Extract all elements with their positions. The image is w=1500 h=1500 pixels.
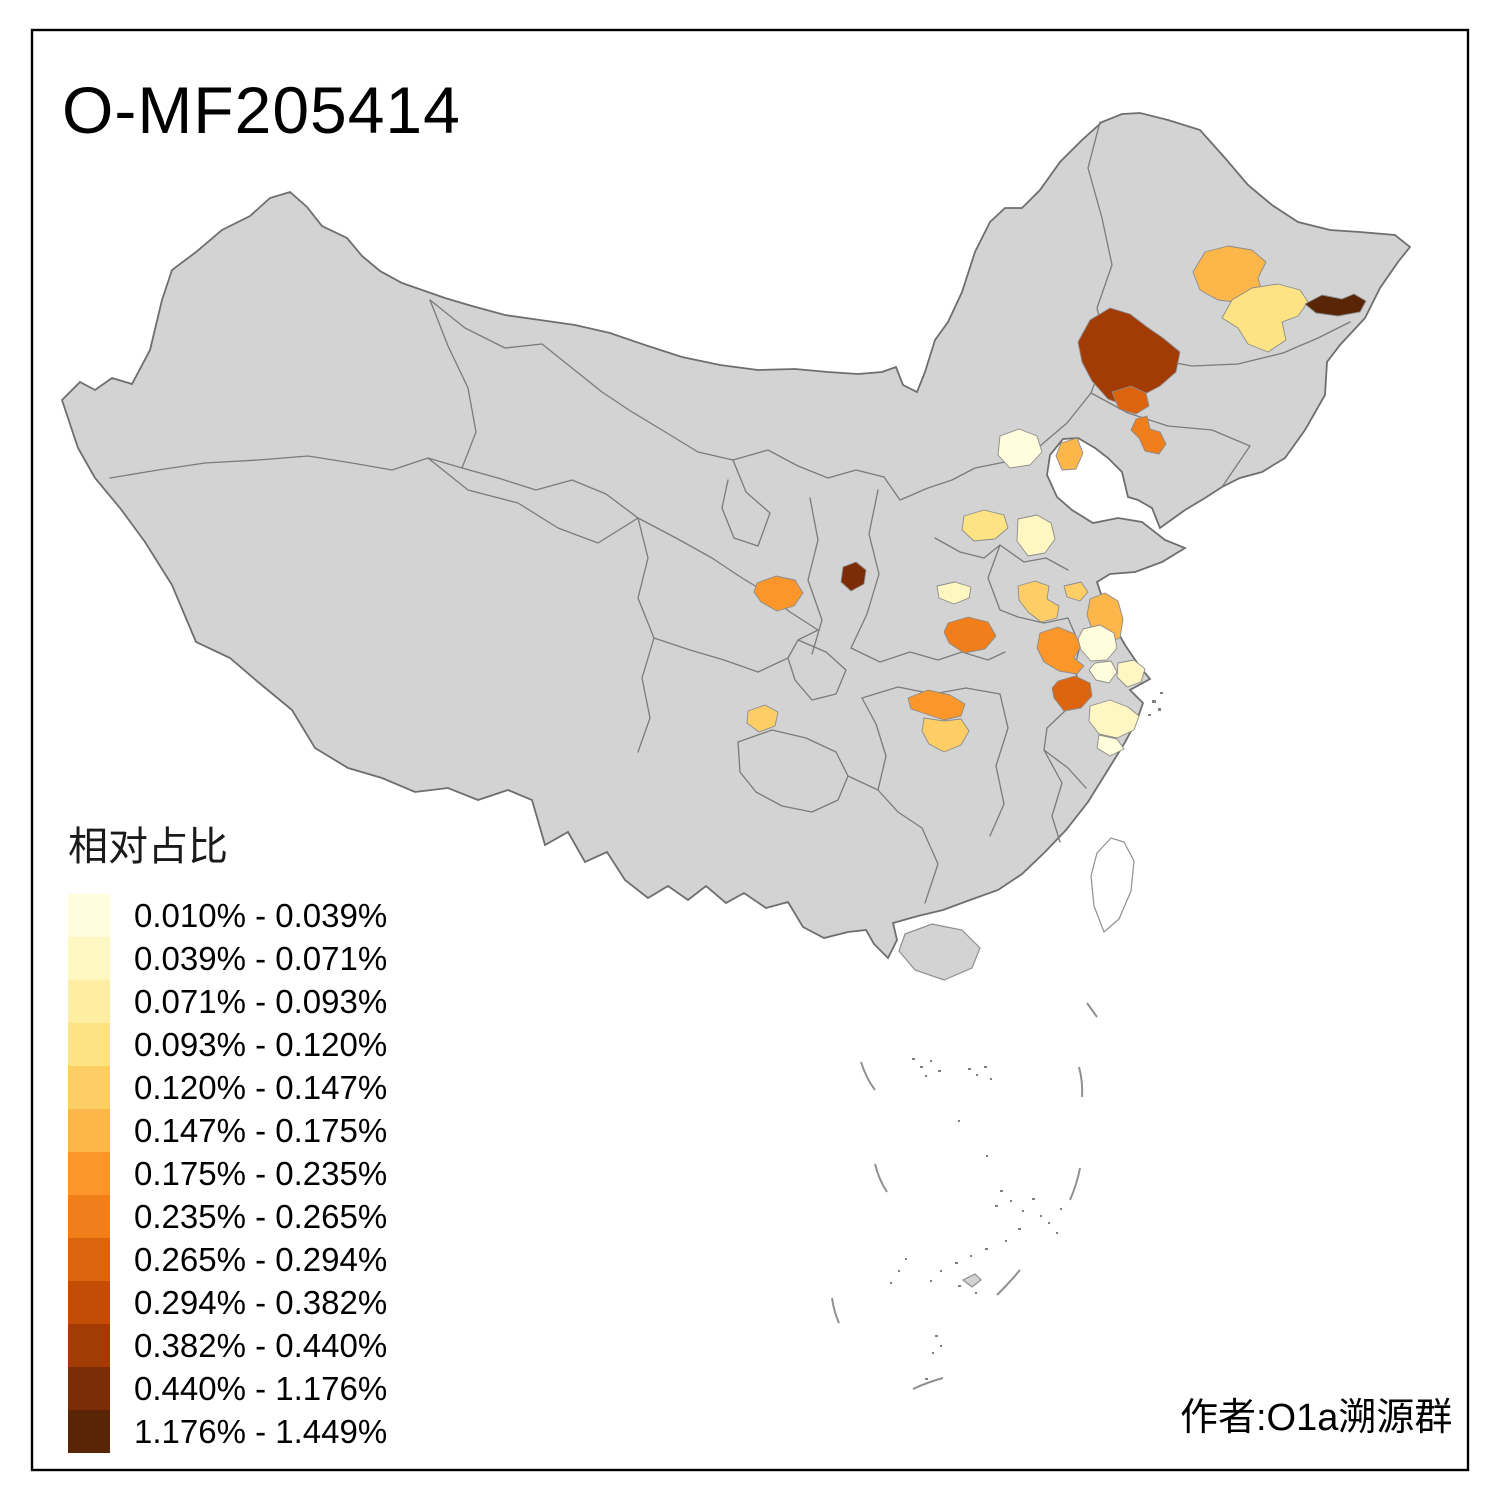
legend-item: 0.382% - 0.440% — [68, 1324, 387, 1367]
page-title: O-MF205414 — [62, 73, 461, 147]
legend-label: 1.176% - 1.449% — [134, 1412, 388, 1450]
legend-item: 0.120% - 0.147% — [68, 1066, 387, 1109]
legend-item: 1.176% - 1.449% — [68, 1410, 387, 1453]
legend-swatch — [68, 1367, 110, 1410]
region-jiangsu-central-pale — [1077, 624, 1118, 662]
legend: 相对占比 0.010% - 0.039% 0.039% - 0.071% 0.0… — [68, 814, 387, 1453]
region-shaanxi-central — [753, 575, 804, 612]
region-shanghai-north — [1116, 659, 1146, 688]
legend-label: 0.235% - 0.265% — [134, 1197, 388, 1235]
region-northeast-south — [1111, 385, 1150, 415]
legend-swatch — [68, 1023, 110, 1066]
legend-label: 0.147% - 0.175% — [134, 1111, 388, 1149]
legend-label: 0.294% - 0.382% — [134, 1283, 388, 1321]
mainland-outline — [60, 112, 1412, 960]
attribution-text: 作者:O1a溯源群 — [1180, 1397, 1453, 1439]
legend-item: 0.039% - 0.071% — [68, 937, 387, 980]
region-hunan-central — [921, 717, 970, 753]
legend-item: 0.265% - 0.294% — [68, 1238, 387, 1281]
south-sea-islets — [890, 1058, 1062, 1380]
region-shanxi-south-dark — [840, 561, 867, 592]
legend-swatch — [68, 1281, 110, 1324]
region-jiangsu-north-b — [1063, 581, 1089, 602]
legend-label: 0.010% - 0.039% — [134, 896, 388, 934]
plot-frame — [30, 28, 1470, 1472]
south-sea-dashes — [831, 1002, 1098, 1390]
islands — [898, 692, 1163, 1288]
legend-swatch — [68, 1195, 110, 1238]
legend-label: 0.093% - 0.120% — [134, 1025, 388, 1063]
legend-swatch — [68, 1324, 110, 1367]
legend-swatch — [68, 1066, 110, 1109]
choropleth-regions — [746, 245, 1367, 757]
legend-label: 0.039% - 0.071% — [134, 939, 388, 977]
region-anhui-southeast-dark — [1051, 675, 1093, 712]
legend-item: 0.175% - 0.235% — [68, 1152, 387, 1195]
south-sea-island — [961, 1273, 982, 1288]
legend-swatch — [68, 1109, 110, 1152]
region-beijing — [997, 428, 1043, 469]
region-anhui-east — [1036, 626, 1085, 675]
hainan-island — [898, 923, 981, 981]
region-liaoning-west — [1055, 437, 1084, 471]
region-jiangsu-north-a — [1017, 580, 1060, 623]
legend-label: 0.071% - 0.093% — [134, 982, 388, 1020]
legend-item: 0.235% - 0.265% — [68, 1195, 387, 1238]
legend-swatch — [68, 894, 110, 937]
region-northeast-qiqihar — [1192, 245, 1267, 304]
legend-label: 0.120% - 0.147% — [134, 1068, 388, 1106]
legend-item: 0.440% - 1.176% — [68, 1367, 387, 1410]
legend-item: 0.010% - 0.039% — [68, 894, 387, 937]
region-sichuan-chengdu — [746, 704, 779, 733]
region-henan-west — [936, 581, 972, 605]
region-zhejiang-north — [1088, 699, 1140, 739]
legend-item: 0.294% - 0.382% — [68, 1281, 387, 1324]
legend-item: 0.071% - 0.093% — [68, 980, 387, 1023]
legend-title: 相对占比 — [68, 825, 228, 869]
legend-label: 0.382% - 0.440% — [134, 1326, 388, 1364]
region-northeast-central-dark — [1077, 307, 1181, 407]
taiwan-island — [1090, 837, 1135, 934]
region-liaoning-east — [1130, 415, 1167, 455]
legend-swatch — [68, 1152, 110, 1195]
region-shanxi-central — [961, 509, 1009, 542]
region-northeast-east-darkest — [1304, 293, 1367, 317]
legend-item: 0.093% - 0.120% — [68, 1023, 387, 1066]
region-hunan-north — [907, 689, 966, 721]
legend-swatch — [68, 1238, 110, 1281]
legend-swatch — [68, 980, 110, 1023]
legend-label: 0.265% - 0.294% — [134, 1240, 388, 1278]
legend-item: 0.147% - 0.175% — [68, 1109, 387, 1152]
legend-label: 0.175% - 0.235% — [134, 1154, 388, 1192]
region-zhejiang-coast-pale — [1096, 734, 1125, 757]
legend-swatch — [68, 1410, 110, 1453]
region-jiangsu-south-pale — [1088, 660, 1118, 684]
region-hebei-south — [1016, 514, 1056, 557]
legend-label: 0.440% - 1.176% — [134, 1369, 388, 1407]
region-hubei-north — [943, 616, 997, 654]
legend-rows: 0.010% - 0.039% 0.039% - 0.071% 0.071% -… — [68, 894, 387, 1453]
legend-swatch — [68, 937, 110, 980]
region-northeast-suihua — [1221, 283, 1309, 353]
